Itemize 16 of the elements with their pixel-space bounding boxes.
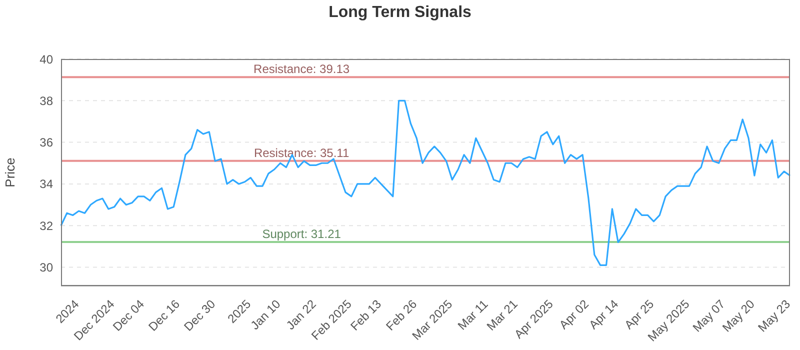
ref-line-label: Resistance: 35.11: [254, 146, 350, 160]
line-series: [60, 100, 791, 266]
y-axis-title: Price: [2, 158, 18, 188]
y-tick-label: 34: [40, 177, 54, 192]
x-tick-label: Apr 02: [556, 296, 592, 332]
x-tick-label: Dec 16: [146, 296, 183, 334]
y-tick-label: 38: [40, 94, 54, 108]
chart-title: Long Term Signals: [328, 4, 472, 22]
y-tick-label: 36: [40, 136, 54, 150]
ref-line-label: Support: 31.21: [262, 227, 342, 242]
y-tick-label: 32: [40, 218, 54, 233]
y-tick-label: 30: [40, 260, 54, 275]
x-tick-label: Dec 30: [181, 296, 218, 334]
y-tick-label: 40: [40, 52, 54, 66]
x-tick-label: May 23: [755, 296, 794, 335]
ref-line-label: Resistance: 39.13: [254, 62, 350, 76]
